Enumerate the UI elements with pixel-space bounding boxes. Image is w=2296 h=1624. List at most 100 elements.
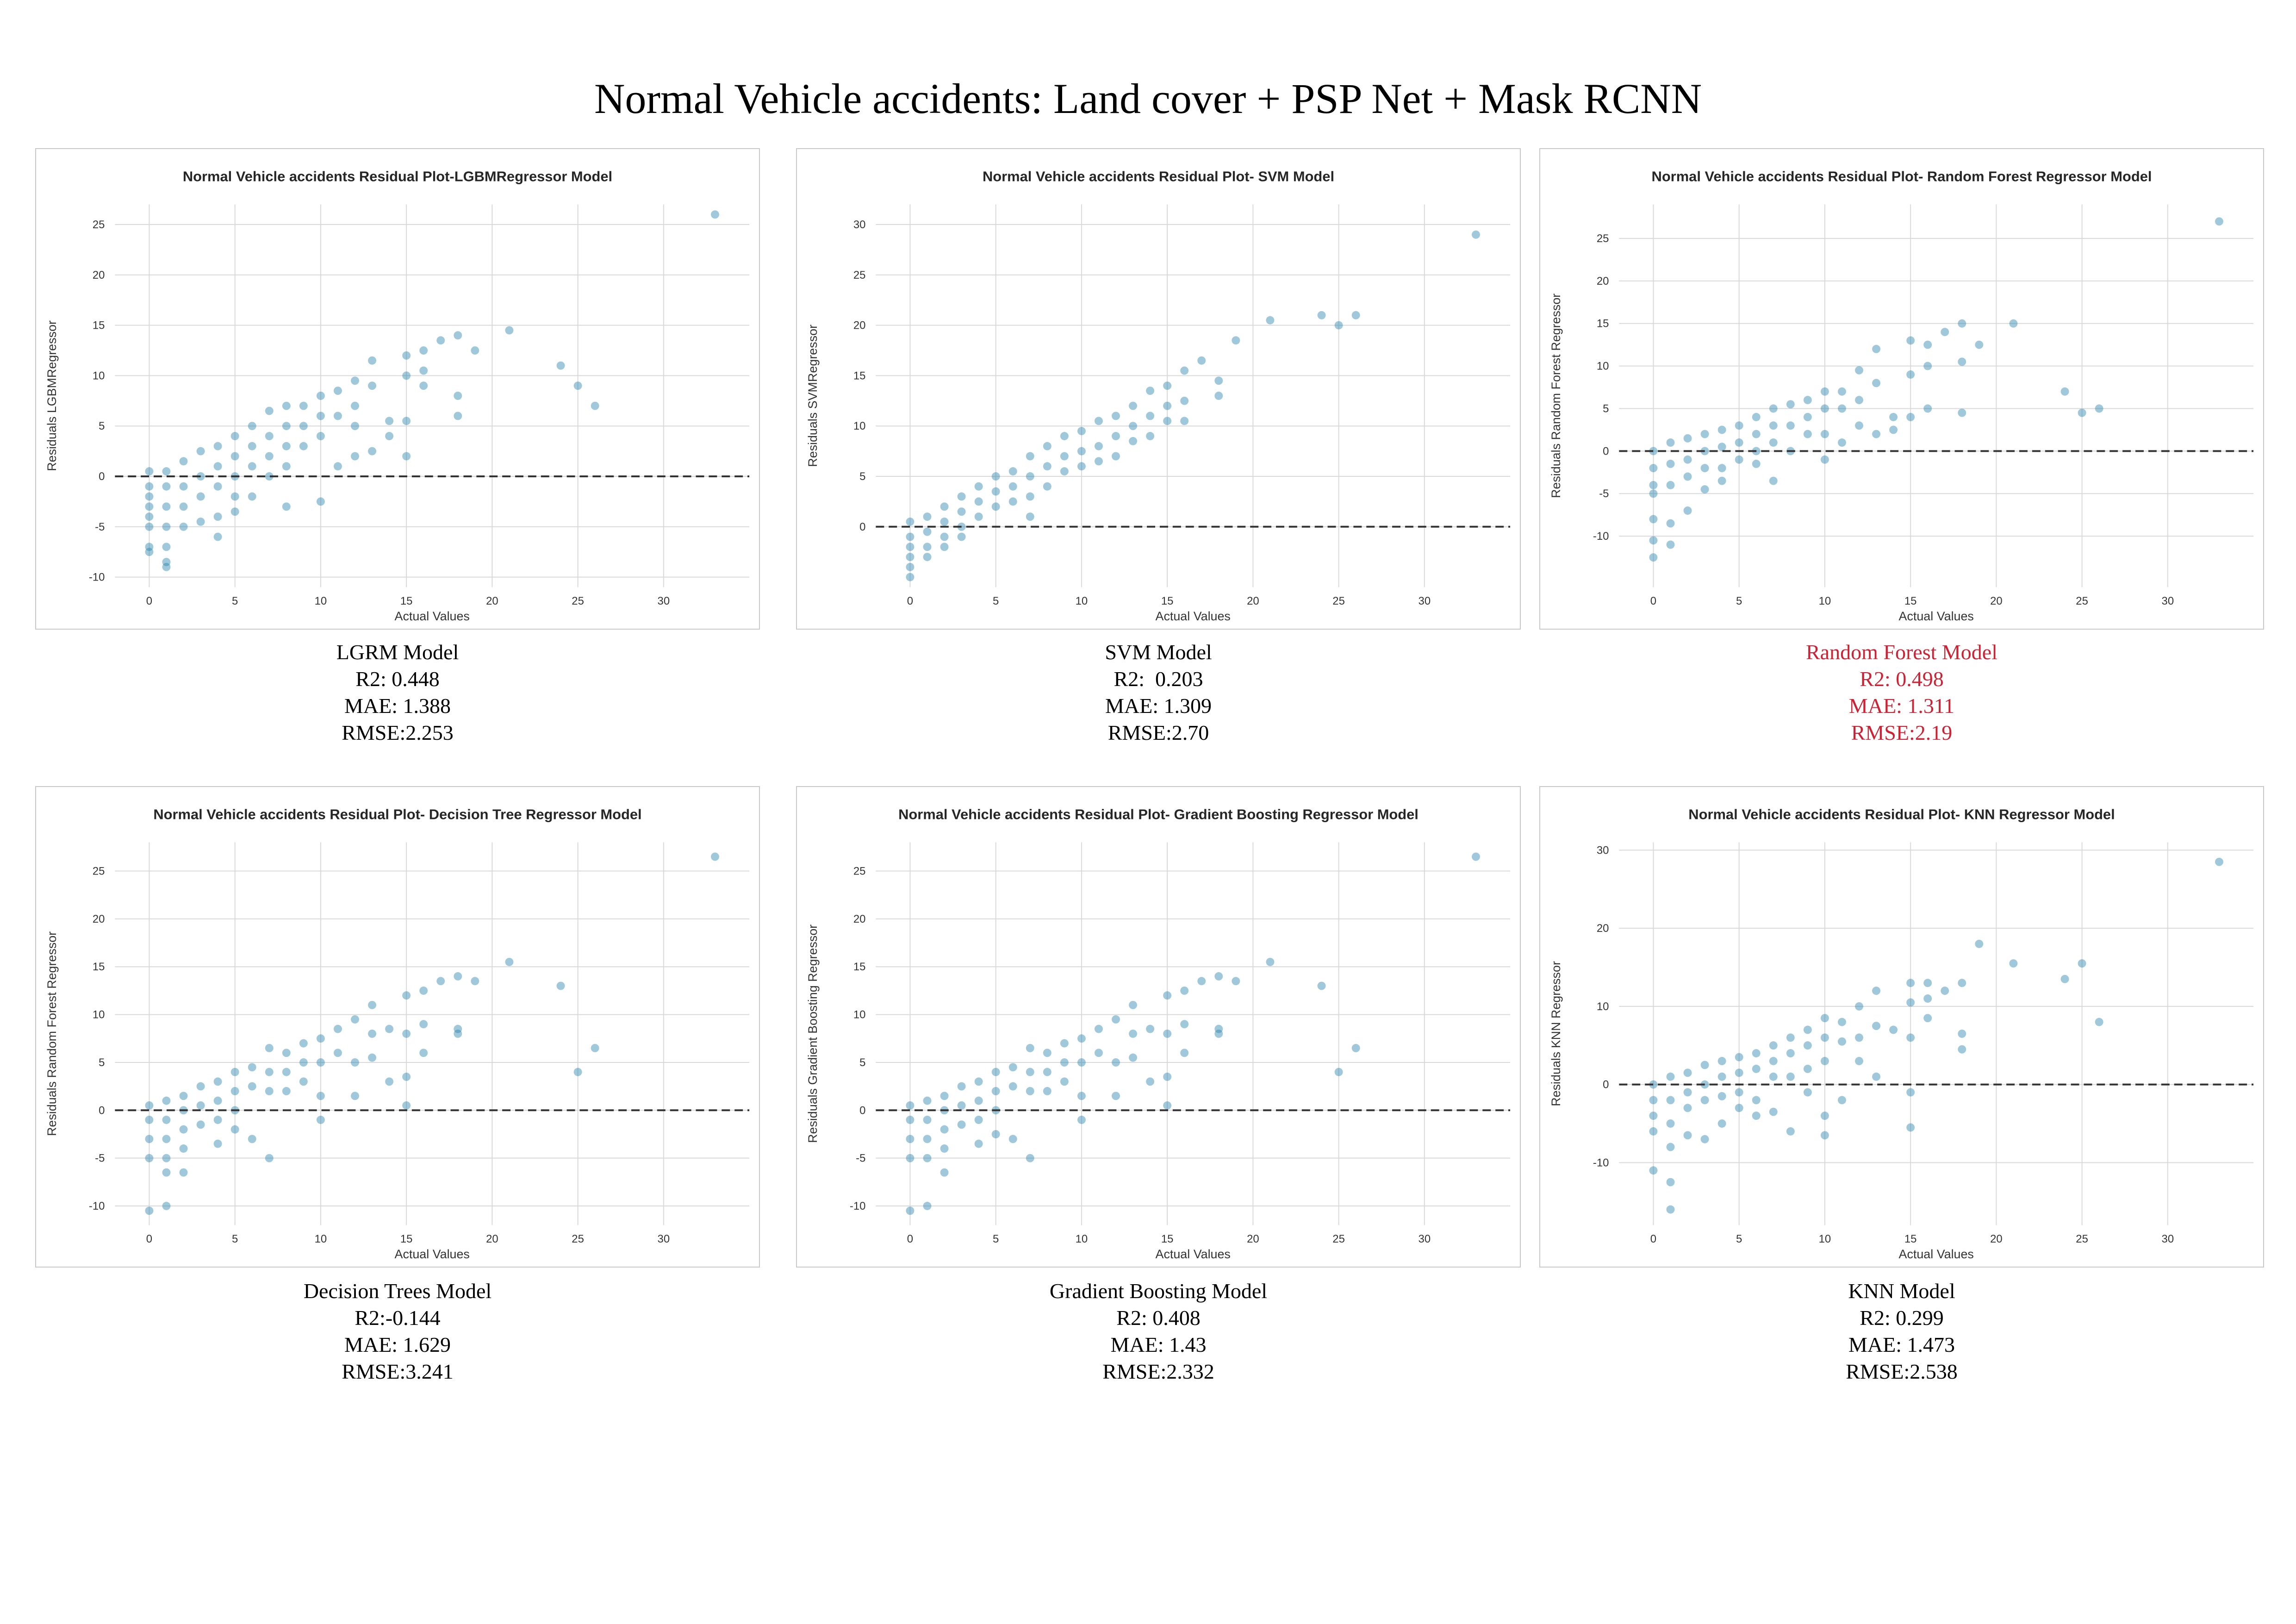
residual-point <box>1649 1166 1658 1175</box>
model-name: KNN Model <box>1848 1279 1955 1303</box>
residual-point <box>1317 981 1326 990</box>
residual-point <box>1683 1104 1692 1112</box>
residual-point <box>145 512 154 521</box>
residual-point <box>1683 506 1692 515</box>
residual-point <box>1735 1068 1743 1077</box>
y-tick-label: 20 <box>1597 275 1609 287</box>
residual-point <box>1855 1057 1863 1065</box>
residual-point <box>248 1063 256 1072</box>
residual-point <box>213 1077 222 1086</box>
residual-point <box>1146 432 1155 440</box>
residual-point <box>402 371 411 380</box>
residual-point <box>1649 489 1658 498</box>
residual-point <box>556 361 565 370</box>
model-name: LGRM Model <box>336 640 459 664</box>
residual-point <box>1666 481 1675 489</box>
residual-point <box>1906 979 1915 987</box>
residual-point <box>454 1029 462 1038</box>
residual-point <box>1026 512 1034 521</box>
residual-point <box>957 1120 966 1129</box>
residual-point <box>145 1101 154 1110</box>
x-tick-label: 0 <box>907 1233 913 1245</box>
residual-point <box>1906 336 1915 345</box>
residual-point <box>906 1135 915 1143</box>
residual-point <box>1008 467 1017 476</box>
residual-point <box>454 1024 462 1033</box>
residual-point <box>991 472 1000 481</box>
residual-point <box>940 517 949 526</box>
residual-point <box>1008 1063 1017 1072</box>
residual-point <box>1769 1072 1778 1081</box>
residual-point <box>1146 412 1155 420</box>
residual-point <box>1700 485 1709 494</box>
residual-point <box>1060 1077 1069 1086</box>
residual-point <box>1923 362 1932 370</box>
residual-point <box>1214 1029 1223 1038</box>
residual-point <box>906 1154 915 1162</box>
residual-point <box>2078 959 2086 968</box>
x-tick-label: 25 <box>1332 595 1345 607</box>
residual-point <box>1786 400 1795 409</box>
residual-point <box>1837 1037 1846 1046</box>
residual-point <box>1769 404 1778 413</box>
residual-point <box>1700 464 1709 473</box>
residual-point <box>333 412 342 420</box>
residual-point <box>1214 972 1223 981</box>
svm-metrics-caption: SVM Model R2: 0.203 MAE: 1.309 RMSE:2.70 <box>796 639 1521 746</box>
residual-point <box>162 1096 171 1105</box>
residual-point <box>179 1092 188 1100</box>
residual-point <box>1112 452 1120 461</box>
residual-point <box>316 432 325 440</box>
x-tick-label: 30 <box>1419 595 1431 607</box>
residual-point <box>351 452 359 461</box>
residual-point <box>1923 1014 1932 1023</box>
residual-point <box>1472 230 1480 239</box>
y-tick-label: 15 <box>93 319 105 332</box>
residual-point <box>351 1015 359 1024</box>
residual-point <box>1820 455 1829 464</box>
model-name: Gradient Boosting Model <box>1049 1279 1268 1303</box>
mae-value: MAE: 1.43 <box>1110 1333 1207 1356</box>
residual-point <box>1043 1068 1052 1076</box>
residual-point <box>1666 438 1675 447</box>
residual-point <box>1163 401 1172 410</box>
residual-point <box>282 1049 291 1057</box>
residual-plot-knn: Normal Vehicle accidents Residual Plot- … <box>1539 786 2264 1268</box>
residual-point <box>974 1077 983 1086</box>
residual-point <box>213 482 222 491</box>
residual-point <box>1941 328 1949 337</box>
residual-point <box>1958 408 1966 417</box>
y-tick-label: 25 <box>853 865 866 878</box>
residual-point <box>1752 1112 1761 1120</box>
residual-point <box>1666 1119 1675 1128</box>
y-tick-label: 10 <box>1597 360 1609 373</box>
residual-point <box>162 482 171 491</box>
y-tick-label: 25 <box>1597 232 1609 245</box>
residual-point <box>1889 1025 1898 1034</box>
residual-point <box>1129 401 1138 410</box>
residual-point <box>248 1135 256 1143</box>
residual-point <box>1649 1127 1658 1136</box>
residual-point <box>316 1116 325 1124</box>
chart-title: Normal Vehicle accidents Residual Plot- … <box>898 806 1419 823</box>
x-tick-label: 10 <box>1076 595 1088 607</box>
rmse-value: RMSE:2.70 <box>1108 721 1209 744</box>
x-tick-label: 0 <box>907 595 913 607</box>
y-tick-label: 15 <box>853 961 866 973</box>
r2-value: R2: 0.448 <box>355 667 440 691</box>
x-tick-label: 20 <box>1990 595 2003 607</box>
residual-point <box>351 1092 359 1100</box>
y-tick-label: 5 <box>859 1056 865 1069</box>
y-tick-label: 5 <box>1603 402 1609 415</box>
residual-point <box>940 502 949 511</box>
residual-point <box>1769 1041 1778 1050</box>
residual-point <box>1649 515 1658 524</box>
x-tick-label: 0 <box>146 1233 152 1245</box>
residual-point <box>991 1130 1000 1138</box>
x-tick-label: 5 <box>1736 595 1742 607</box>
residual-point <box>1769 1057 1778 1065</box>
residual-point <box>1923 340 1932 349</box>
residual-point <box>1266 316 1275 325</box>
residual-plot-lgbm-chart: Normal Vehicle accidents Residual Plot-L… <box>35 148 760 630</box>
residual-point <box>1334 321 1343 330</box>
